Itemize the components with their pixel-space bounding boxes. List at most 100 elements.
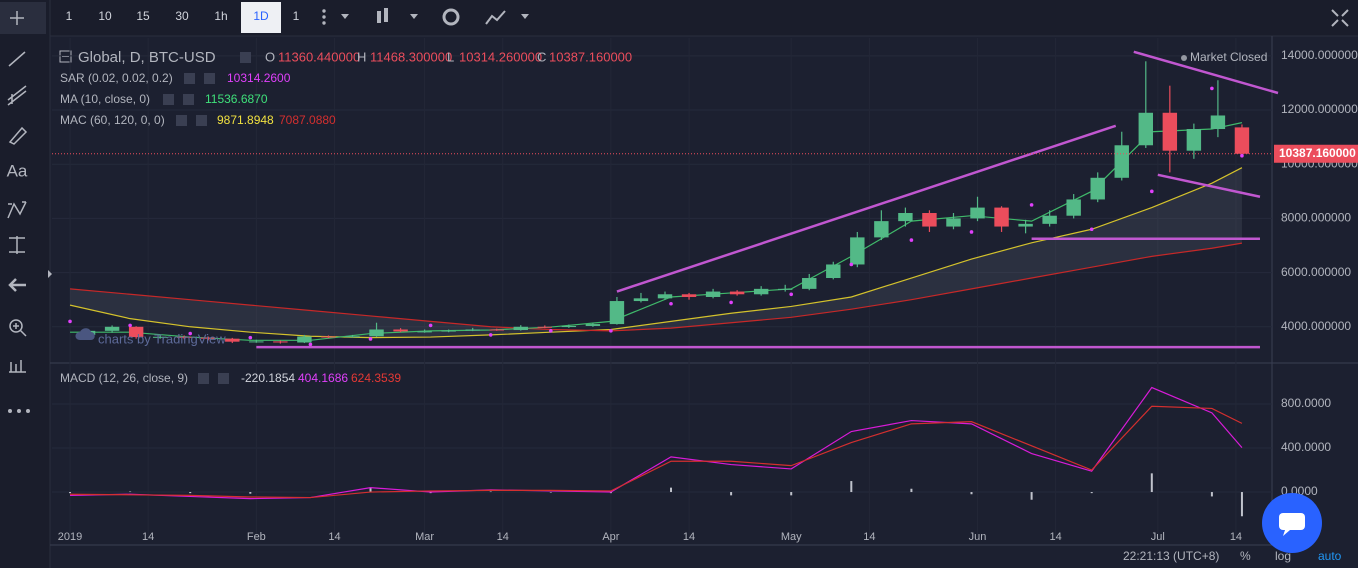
interval-button[interactable]: 15 <box>136 9 150 23</box>
candle-body <box>1018 223 1033 227</box>
ohlc-value: 11468.300000 <box>370 49 452 64</box>
candle-body <box>152 336 168 338</box>
interval-button[interactable]: 10 <box>98 9 112 23</box>
indicator-value: 404.1686 <box>298 371 348 385</box>
x-tick-label: Mar <box>415 531 434 543</box>
candle-body <box>1138 112 1154 146</box>
sar-dot <box>428 323 433 328</box>
x-tick-label: May <box>781 531 802 543</box>
candle-body <box>1234 127 1250 154</box>
trend-drawing <box>1133 50 1279 95</box>
sar-dot <box>188 331 193 336</box>
candle-body <box>369 329 384 337</box>
x-tick-label: Feb <box>247 531 266 543</box>
percent-toggle[interactable]: % <box>1240 549 1251 563</box>
candle-body <box>177 336 192 338</box>
ohlc-value: 11360.440000 <box>278 49 360 64</box>
indicator-buttons[interactable] <box>163 52 251 384</box>
active-interval-bg[interactable] <box>241 2 281 33</box>
x-tick-label: 14 <box>1050 531 1062 543</box>
candle-body <box>321 336 336 338</box>
interval-button[interactable]: 1 <box>293 9 300 23</box>
log-toggle[interactable]: log <box>1275 549 1291 563</box>
tool-icons[interactable] <box>0 2 46 373</box>
interval-button[interactable]: 30 <box>175 9 189 23</box>
chat-icon[interactable] <box>1279 513 1305 530</box>
sar-dot <box>729 300 733 305</box>
sar-dot <box>1029 203 1034 207</box>
x-tick-label: Jun <box>969 531 987 543</box>
collapse-arrow[interactable] <box>48 270 52 278</box>
candle-body <box>104 326 120 331</box>
x-tick-label: 2019 <box>58 531 82 543</box>
candle-body <box>970 207 985 219</box>
sar-dot <box>1089 227 1094 232</box>
chart-icon[interactable] <box>9 360 26 373</box>
brush-icon[interactable] <box>8 126 28 145</box>
candle-body <box>657 294 673 299</box>
sar-dot <box>68 319 72 324</box>
ma-line <box>69 167 1243 339</box>
candle-body <box>273 341 288 343</box>
candle-body <box>297 336 312 343</box>
indicator-value: -220.1854 <box>241 371 295 385</box>
fib-icon[interactable] <box>7 85 27 106</box>
candle-body <box>585 324 601 326</box>
sar-dot <box>128 323 132 328</box>
interval-button[interactable]: 1 <box>66 9 73 23</box>
sar-dot <box>909 238 914 242</box>
auto-toggle[interactable]: auto <box>1318 549 1342 563</box>
candle-body <box>874 221 889 238</box>
indicator-value: 624.3539 <box>351 371 401 385</box>
x-tick-label: 14 <box>863 531 875 543</box>
symbol-title: Global, D, BTC-USD <box>78 49 216 66</box>
sar-dot <box>1210 86 1214 91</box>
candle-body <box>513 326 528 331</box>
ohlc-key: O <box>265 49 275 64</box>
toolbar-extra[interactable] <box>322 8 1349 27</box>
zoom-icon[interactable] <box>13 323 27 337</box>
crosshair-icon[interactable] <box>10 11 24 25</box>
candle-body <box>802 278 817 289</box>
watermark: charts by TradingView <box>98 331 226 346</box>
measure-icon[interactable] <box>9 236 25 254</box>
zoom-icon[interactable] <box>9 319 23 333</box>
y-tick-label: 12000.000000 <box>1281 102 1358 116</box>
x-tick-label: Jul <box>1151 531 1165 543</box>
candle-body <box>345 336 360 338</box>
top-toolbar <box>0 0 1358 36</box>
x-tick-label: 14 <box>683 531 695 543</box>
last-price-tag <box>1274 144 1358 163</box>
candle-body <box>1210 115 1226 130</box>
candle-body <box>922 213 937 227</box>
indicator-value: 7087.0880 <box>279 113 336 127</box>
sar-dot <box>549 329 553 333</box>
last-price-label: 10387.160000 <box>1279 146 1356 160</box>
candle-body <box>946 218 961 227</box>
sar-dot <box>849 262 854 267</box>
interval-button[interactable]: 1D <box>253 9 269 23</box>
y-tick-label: 4000.000000 <box>1281 319 1351 333</box>
indicator-name: MA (10, close, 0) <box>60 92 150 106</box>
back-icon[interactable] <box>8 278 26 292</box>
x-tick-label: Apr <box>602 531 619 543</box>
candle-body <box>729 291 745 295</box>
interval-button[interactable]: 1h <box>214 9 227 23</box>
candle-body <box>249 341 264 343</box>
more-icon[interactable] <box>8 409 30 413</box>
chat-icon[interactable] <box>1283 530 1290 536</box>
sar-dot <box>368 337 373 341</box>
sar-dot <box>308 342 313 347</box>
text-tool[interactable]: Aa <box>7 161 28 180</box>
pattern-icon[interactable] <box>7 201 27 219</box>
sar-dot <box>488 333 493 337</box>
candle-body <box>633 298 649 302</box>
candle-body <box>465 329 480 331</box>
candle-body <box>681 294 697 297</box>
trend-line-icon[interactable] <box>8 51 26 67</box>
sar-dot <box>248 335 253 340</box>
y-tick-label: 8000.000000 <box>1281 211 1351 225</box>
ma-cloud <box>70 167 1242 338</box>
collapse-box[interactable] <box>59 50 72 63</box>
